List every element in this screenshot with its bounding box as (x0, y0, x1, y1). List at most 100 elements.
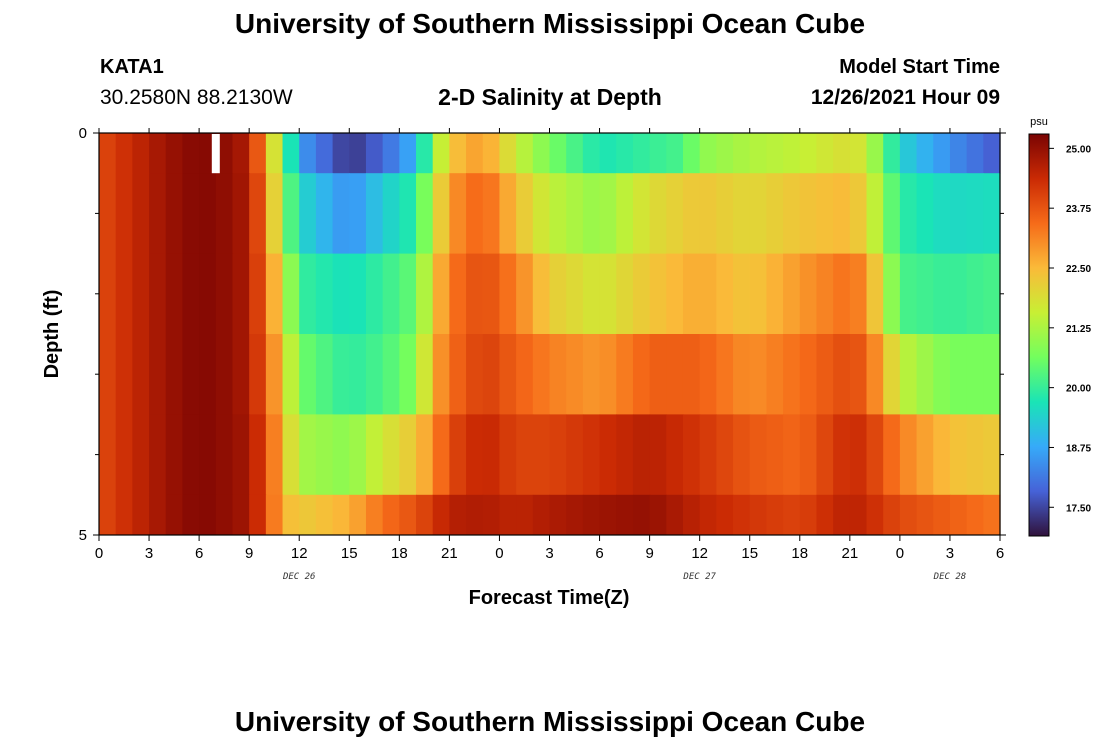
heatmap-cell (582, 173, 601, 254)
heatmap-cells (99, 133, 1001, 536)
heatmap-cell (265, 173, 284, 254)
heatmap-cell (215, 494, 234, 536)
heatmap-cell (699, 133, 717, 174)
heatmap-cell (733, 414, 751, 496)
heatmap-cell (966, 334, 984, 415)
heatmap-cell (399, 494, 417, 536)
heatmap-cell (883, 173, 901, 254)
colorbar-tick-label: 21.25 (1066, 324, 1091, 335)
heatmap-cell (482, 334, 501, 415)
heatmap-cell (232, 494, 250, 536)
heatmap-cell (182, 334, 200, 415)
heatmap-cell (749, 494, 768, 536)
heatmap-cell (516, 133, 534, 174)
heatmap-cell (766, 173, 784, 254)
heatmap-cell (199, 414, 217, 496)
heatmap-cell (949, 494, 968, 536)
heatmap-cell (582, 334, 601, 415)
y-axis-label: Depth (ft) (41, 290, 63, 379)
heatmap-cell (449, 133, 467, 174)
x-date-label: DEC 27 (682, 572, 716, 582)
heatmap-cell (733, 173, 751, 254)
heatmap-cell (716, 133, 734, 174)
heatmap-cell (299, 253, 317, 335)
heatmap-cell (849, 253, 868, 335)
heatmap-cell (632, 414, 651, 496)
heatmap-cell (716, 494, 734, 536)
heatmap-cell (199, 494, 217, 536)
heatmap-cell (699, 173, 717, 254)
heatmap-cell (466, 414, 484, 496)
heatmap-cell (315, 133, 334, 174)
x-tick-label: 12 (691, 545, 708, 562)
heatmap-cell (966, 133, 984, 174)
heatmap-cell (332, 173, 350, 254)
heatmap-cell (365, 173, 384, 254)
heatmap-cell (432, 334, 450, 415)
heatmap-cell (983, 494, 1001, 536)
heatmap-cell (99, 173, 117, 254)
heatmap-cell (799, 133, 818, 174)
heatmap-cell (432, 494, 450, 536)
heatmap-cell (182, 414, 200, 496)
heatmap-cell (132, 334, 150, 415)
heatmap-cell (566, 494, 584, 536)
heatmap-cell (983, 253, 1001, 335)
colorbar-tick-label: 17.50 (1066, 503, 1091, 514)
x-tick-label: 0 (95, 545, 103, 562)
heatmap-cell (682, 133, 701, 174)
heatmap-cell (649, 253, 667, 335)
heatmap-cell (516, 253, 534, 335)
heatmap-cell (382, 334, 400, 415)
heatmap-cell (783, 253, 801, 335)
heatmap-cell (215, 414, 234, 496)
heatmap-cell (466, 253, 484, 335)
heatmap-cell (949, 414, 968, 496)
heatmap-cell (916, 414, 934, 496)
heatmap-cell (849, 494, 868, 536)
heatmap-cell (232, 253, 250, 335)
x-tick-label: 0 (495, 545, 503, 562)
heatmap-cell (933, 253, 951, 335)
heatmap-cell (849, 133, 868, 174)
heatmap-cell (866, 414, 884, 496)
heatmap-cell (899, 253, 918, 335)
heatmap-cell (632, 133, 651, 174)
heatmap-cell (632, 253, 651, 335)
heatmap-cell (916, 334, 934, 415)
heatmap-cell (799, 414, 818, 496)
heatmap-cell (682, 173, 701, 254)
heatmap-cell (682, 253, 701, 335)
heatmap-cell (849, 173, 868, 254)
heatmap-cell (682, 414, 701, 496)
heatmap-cell (132, 253, 150, 335)
heatmap-cell (282, 253, 300, 335)
x-tick-label: 18 (791, 545, 808, 562)
heatmap-cell (933, 494, 951, 536)
heatmap-cell (883, 494, 901, 536)
heatmap-cell (783, 173, 801, 254)
heatmap-cell (265, 334, 284, 415)
heatmap-cell (199, 253, 217, 335)
heatmap-cell (532, 133, 551, 174)
heatmap-cell (215, 334, 234, 415)
heatmap-cell (115, 414, 133, 496)
heatmap-cell (699, 334, 717, 415)
heatmap-cell (733, 334, 751, 415)
heatmap-cell (599, 133, 617, 174)
station-id: KATA1 (100, 56, 164, 78)
heatmap-cell (115, 253, 133, 335)
heatmap-cell (933, 334, 951, 415)
heatmap-cell (382, 253, 400, 335)
heatmap-cell (232, 334, 250, 415)
heatmap-cell (816, 334, 834, 415)
heatmap-cell (516, 334, 534, 415)
heatmap-cell (799, 494, 818, 536)
heatmap-cell (482, 173, 501, 254)
heatmap-cell (649, 133, 667, 174)
heatmap-cell (916, 133, 934, 174)
heatmap-cell (549, 414, 567, 496)
x-tick-label: 12 (291, 545, 308, 562)
heatmap-cell (165, 334, 184, 415)
